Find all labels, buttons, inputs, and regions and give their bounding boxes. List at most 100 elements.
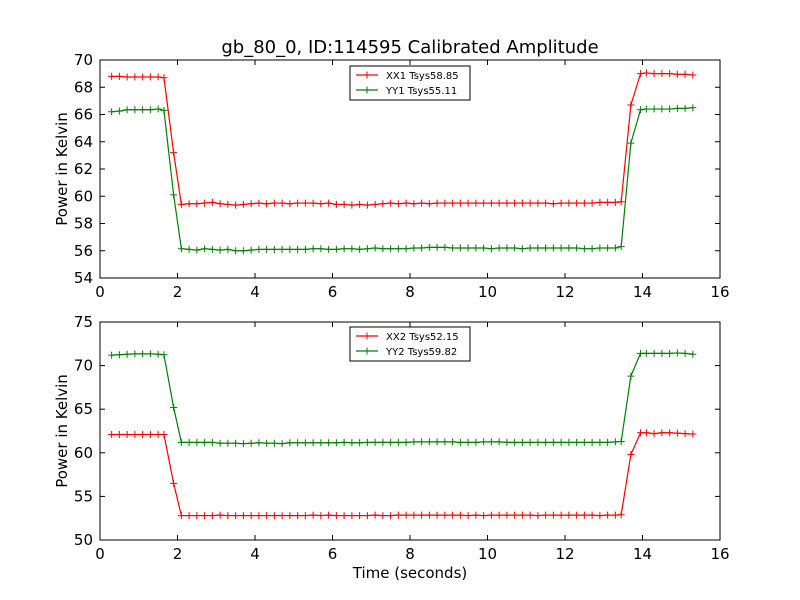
- data-point: [557, 199, 565, 207]
- data-point: [681, 430, 689, 438]
- y-tick-label: 64: [74, 133, 93, 151]
- data-point: [526, 199, 534, 207]
- data-point: [418, 244, 426, 252]
- legend-label-2: YY2 Tsys59.82: [385, 347, 457, 358]
- data-point: [108, 430, 116, 438]
- data-point: [511, 438, 519, 446]
- data-point: [449, 199, 457, 207]
- legend-box: [349, 326, 471, 362]
- data-point: [542, 438, 550, 446]
- data-point: [402, 438, 410, 446]
- y-tick-label: 55: [74, 487, 93, 505]
- data-point: [487, 438, 495, 446]
- data-point: [472, 244, 480, 252]
- data-point: [658, 105, 666, 113]
- data-point: [617, 198, 625, 206]
- data-point: [286, 245, 294, 253]
- data-point: [224, 439, 232, 447]
- data-point: [139, 350, 147, 358]
- data-point: [115, 430, 123, 438]
- data-point: [356, 439, 364, 447]
- x-tick-label: 6: [328, 283, 338, 301]
- data-point: [658, 349, 666, 357]
- x-tick-label: 10: [478, 283, 497, 301]
- data-point: [247, 512, 255, 520]
- data-point: [160, 106, 168, 114]
- data-point: [650, 70, 658, 78]
- data-point: [146, 73, 154, 81]
- data-point: [588, 511, 596, 519]
- data-point: [317, 439, 325, 447]
- legend-label-2: YY1 Tsys55.11: [385, 86, 457, 97]
- data-point: [534, 244, 542, 252]
- data-point: [666, 349, 674, 357]
- data-point: [549, 438, 557, 446]
- data-point: [495, 199, 503, 207]
- data-point: [255, 199, 263, 207]
- data-point: [557, 244, 565, 252]
- data-point: [425, 200, 433, 208]
- data-point: [340, 245, 348, 253]
- data-point: [456, 438, 464, 446]
- data-point: [503, 199, 511, 207]
- data-point: [487, 199, 495, 207]
- data-point: [294, 512, 302, 520]
- data-point: [617, 243, 625, 251]
- x-tick-label: 2: [173, 283, 183, 301]
- data-point: [441, 511, 449, 519]
- data-point: [146, 350, 154, 358]
- data-point: [356, 512, 364, 520]
- data-point: [208, 438, 216, 446]
- data-point: [123, 350, 131, 358]
- data-point: [170, 191, 178, 199]
- data-point: [617, 437, 625, 445]
- data-point: [464, 199, 472, 207]
- data-point: [115, 351, 123, 359]
- data-point: [108, 108, 116, 116]
- data-point: [232, 247, 240, 255]
- data-point: [673, 104, 681, 112]
- data-point: [348, 512, 356, 520]
- data-point: [301, 245, 309, 253]
- data-point: [232, 512, 240, 520]
- data-point: [557, 511, 565, 519]
- legend-label-1: XX2 Tsys52.15: [386, 332, 459, 343]
- data-point: [301, 439, 309, 447]
- data-point: [177, 200, 185, 208]
- data-point: [627, 451, 635, 459]
- data-point: [216, 439, 224, 447]
- data-point: [565, 438, 573, 446]
- data-point: [642, 105, 650, 113]
- data-point: [418, 511, 426, 519]
- data-point: [394, 438, 402, 446]
- data-point: [487, 511, 495, 519]
- data-point: [604, 438, 612, 446]
- data-point: [131, 350, 139, 358]
- data-point: [456, 244, 464, 252]
- data-point: [348, 439, 356, 447]
- data-point: [263, 512, 271, 520]
- data-point: [146, 106, 154, 114]
- data-point: [449, 244, 457, 252]
- data-point: [681, 70, 689, 78]
- data-point: [487, 245, 495, 253]
- data-point: [239, 512, 247, 520]
- data-point: [185, 200, 193, 208]
- data-point: [681, 104, 689, 112]
- data-point: [456, 511, 464, 519]
- data-point: [410, 200, 418, 208]
- data-point: [402, 511, 410, 519]
- data-point: [402, 199, 410, 207]
- x-tick-label: 4: [250, 283, 260, 301]
- data-point: [534, 199, 542, 207]
- data-point: [642, 349, 650, 357]
- data-point: [379, 438, 387, 446]
- data-point: [503, 244, 511, 252]
- data-point: [495, 511, 503, 519]
- data-point: [363, 438, 371, 446]
- series-markers-1: [108, 69, 697, 209]
- data-point: [511, 244, 519, 252]
- data-point: [456, 199, 464, 207]
- data-point: [518, 511, 526, 519]
